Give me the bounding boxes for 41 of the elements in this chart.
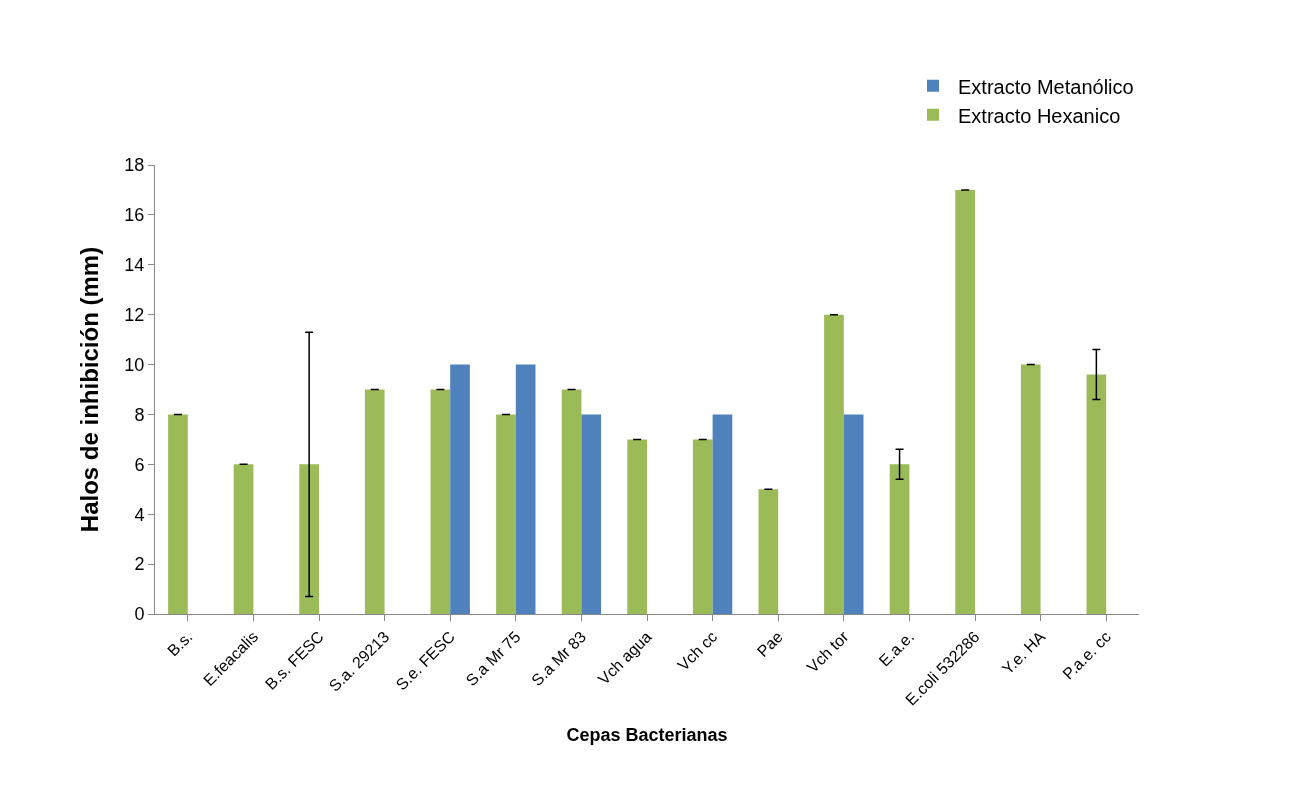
bar xyxy=(889,464,910,614)
bar xyxy=(450,364,470,614)
y-tick-label: 2 xyxy=(134,554,145,575)
bar xyxy=(1086,374,1107,614)
bar xyxy=(627,439,647,614)
bar xyxy=(233,464,254,614)
x-tick-label: Y.e. HA xyxy=(998,627,1049,678)
bar xyxy=(843,414,864,614)
bar xyxy=(712,414,733,614)
bar xyxy=(496,414,516,614)
legend-label: Extracto Metanólico xyxy=(958,75,1134,98)
bar xyxy=(692,439,713,614)
bar xyxy=(824,314,844,614)
bar xyxy=(561,389,582,614)
x-tick-label: B.s. xyxy=(164,627,196,660)
bar xyxy=(758,489,779,614)
x-tick-label: S.a Mr 83 xyxy=(528,627,590,690)
y-tick-label: 10 xyxy=(124,354,145,375)
bar xyxy=(168,414,188,614)
x-tick-label: Vch cc xyxy=(674,627,721,674)
y-tick-label: 16 xyxy=(124,205,145,226)
bar xyxy=(364,389,385,614)
bar xyxy=(299,464,319,614)
y-tick-label: 8 xyxy=(134,404,145,425)
y-axis-title: Halos de inhibición (mm) xyxy=(76,246,104,533)
x-axis-title: Cepas Bacterianas xyxy=(566,724,728,745)
y-tick-label: 12 xyxy=(124,304,145,325)
y-tick-label: 4 xyxy=(134,504,145,525)
y-tick-label: 14 xyxy=(124,255,145,276)
bar xyxy=(955,189,975,614)
bar xyxy=(581,414,602,614)
legend-label: Extracto Hexanico xyxy=(958,104,1121,127)
bar xyxy=(1020,364,1041,614)
x-tick-label: Pae xyxy=(753,627,787,661)
bar xyxy=(515,364,536,614)
x-tick-label: S.a Mr 75 xyxy=(462,627,524,690)
y-tick-label: 6 xyxy=(134,454,145,475)
y-tick-label: 18 xyxy=(124,155,145,176)
x-tick-label: Vch tor xyxy=(803,627,853,676)
bar xyxy=(430,389,451,614)
y-tick-label: 0 xyxy=(134,604,145,625)
